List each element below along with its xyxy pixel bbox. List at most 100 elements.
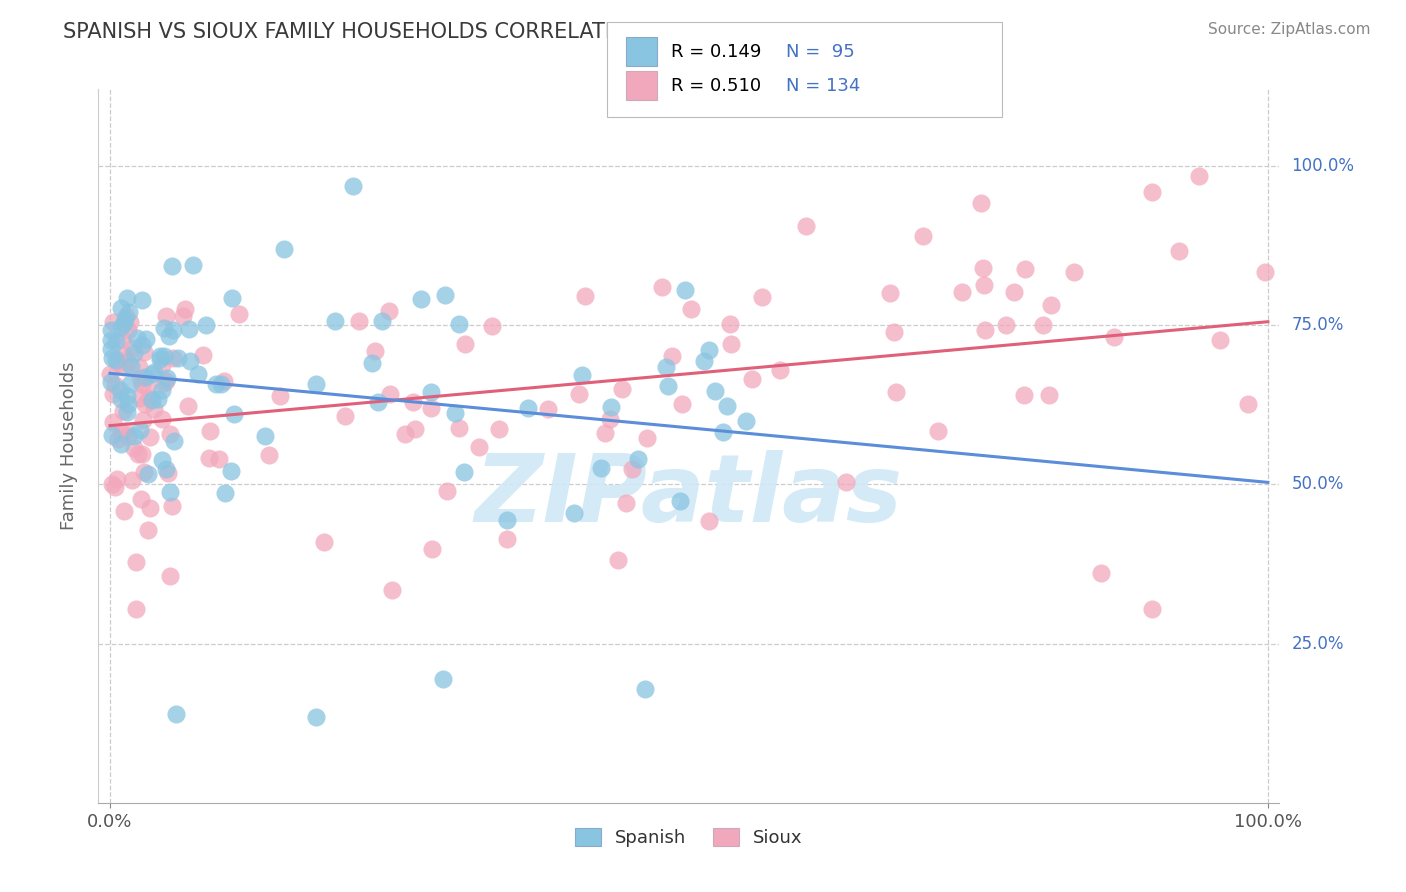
Point — [117, 355, 139, 369]
Point — [420, 542, 443, 557]
Point — [1168, 244, 1191, 259]
Point — [120, 377, 142, 392]
Point — [1040, 298, 1063, 312]
Point — [153, 321, 176, 335]
Point — [112, 360, 135, 375]
Point — [121, 473, 143, 487]
Point — [128, 423, 150, 437]
Point — [131, 293, 153, 307]
Point — [156, 467, 179, 481]
Point — [432, 673, 454, 687]
Point — [305, 377, 328, 392]
Point — [135, 333, 157, 347]
Point — [883, 325, 905, 339]
Point — [134, 370, 156, 384]
Point — [568, 387, 591, 401]
Point — [481, 319, 503, 334]
Point — [257, 448, 280, 462]
Point — [159, 569, 181, 583]
Point — [571, 368, 593, 383]
Point — [179, 322, 201, 336]
Point — [134, 396, 156, 410]
Point — [194, 318, 217, 332]
Legend: Spanish, Sioux: Spanish, Sioux — [568, 822, 810, 855]
Point — [228, 307, 250, 321]
Point — [1032, 318, 1054, 332]
Point — [323, 313, 346, 327]
Point — [488, 422, 510, 436]
Text: 100.0%: 100.0% — [1291, 157, 1354, 175]
Point — [132, 413, 155, 427]
Point — [269, 389, 291, 403]
Point — [1254, 265, 1277, 279]
Point — [146, 392, 169, 407]
Point — [411, 292, 433, 306]
Point — [574, 289, 596, 303]
Point — [835, 475, 858, 490]
Point — [159, 485, 181, 500]
Point — [114, 311, 136, 326]
Point — [162, 323, 184, 337]
Point — [150, 358, 173, 372]
Point — [735, 414, 758, 428]
Point — [273, 242, 295, 256]
Point — [911, 229, 934, 244]
Point — [364, 344, 387, 359]
Point — [111, 404, 134, 418]
Point — [517, 401, 540, 415]
Point — [214, 374, 236, 388]
Text: 50.0%: 50.0% — [1291, 475, 1344, 493]
Point — [125, 331, 148, 345]
Point — [167, 351, 190, 365]
Point — [181, 258, 204, 272]
Point — [1090, 566, 1112, 581]
Point — [115, 291, 138, 305]
Point — [115, 405, 138, 419]
Point — [108, 352, 131, 367]
Point — [496, 533, 519, 547]
Point — [135, 380, 157, 394]
Point — [141, 393, 163, 408]
Point — [174, 301, 197, 316]
Point — [221, 464, 243, 478]
Point — [1012, 388, 1035, 402]
Point — [305, 710, 328, 724]
Point — [404, 422, 426, 436]
Point — [342, 178, 364, 193]
Point — [1004, 285, 1026, 299]
Point — [101, 416, 124, 430]
Point — [177, 399, 200, 413]
Point — [131, 447, 153, 461]
Point — [496, 513, 519, 527]
Point — [221, 291, 243, 305]
Point — [187, 367, 209, 381]
Point — [127, 447, 149, 461]
Point — [380, 387, 402, 401]
Point — [593, 425, 616, 440]
Point — [1063, 265, 1085, 279]
Point — [591, 461, 613, 475]
Point — [98, 367, 121, 381]
Point — [104, 334, 127, 348]
Point — [125, 555, 148, 569]
Point — [669, 493, 692, 508]
Point — [333, 409, 356, 423]
Point — [447, 318, 470, 332]
Point — [879, 285, 901, 300]
Point — [661, 349, 683, 363]
Point — [1209, 333, 1232, 347]
Point — [136, 467, 159, 481]
Point — [107, 355, 129, 369]
Point — [124, 441, 146, 455]
Point — [253, 429, 276, 443]
Point — [599, 411, 621, 425]
Text: N =  95: N = 95 — [786, 43, 855, 61]
Point — [104, 480, 127, 494]
Point — [419, 401, 441, 415]
Point — [136, 523, 159, 537]
Point — [160, 499, 183, 513]
Text: ZIPatlas: ZIPatlas — [475, 450, 903, 542]
Point — [110, 320, 132, 334]
Point — [614, 496, 637, 510]
Text: Source: ZipAtlas.com: Source: ZipAtlas.com — [1208, 22, 1371, 37]
